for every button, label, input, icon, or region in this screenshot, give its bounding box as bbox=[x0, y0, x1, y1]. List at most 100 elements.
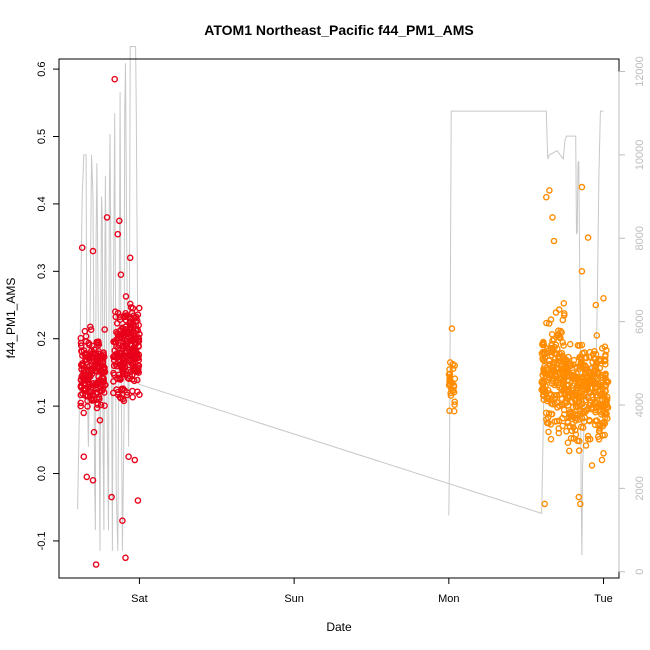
data-point-series-2 bbox=[600, 294, 607, 302]
data-point-series-1 bbox=[123, 391, 131, 399]
data-point-series-1 bbox=[80, 453, 88, 461]
data-point-series-2 bbox=[599, 422, 607, 430]
data-point-series-1 bbox=[124, 374, 131, 382]
data-point-series-1 bbox=[132, 340, 139, 348]
data-point-series-1 bbox=[130, 377, 138, 385]
data-point-series-1 bbox=[122, 293, 130, 300]
data-point-series-2 bbox=[543, 319, 550, 327]
data-point-series-1 bbox=[118, 349, 125, 357]
data-point-series-1 bbox=[122, 554, 129, 562]
x-tick-label: Mon bbox=[438, 593, 459, 605]
data-point-series-2 bbox=[599, 396, 606, 404]
data-point-series-2 bbox=[549, 214, 556, 221]
data-point-series-2 bbox=[564, 439, 572, 447]
data-point-series-2 bbox=[547, 316, 555, 323]
data-point-series-1 bbox=[99, 385, 107, 392]
data-point-series-2 bbox=[584, 432, 592, 440]
data-point-series-2 bbox=[552, 368, 559, 375]
data-point-series-1 bbox=[95, 350, 102, 358]
data-point-series-2 bbox=[604, 404, 612, 411]
data-point-series-2 bbox=[590, 354, 598, 362]
data-point-series-2 bbox=[592, 363, 600, 371]
x-tick-label: Sun bbox=[284, 593, 304, 605]
data-point-series-2 bbox=[596, 386, 603, 394]
x-tick-label: Tue bbox=[594, 593, 613, 605]
data-point-series-1 bbox=[83, 473, 91, 481]
data-point-series-2 bbox=[539, 339, 547, 347]
data-point-series-2 bbox=[601, 357, 608, 365]
data-point-series-1 bbox=[130, 332, 138, 340]
data-point-series-2 bbox=[563, 427, 570, 435]
data-point-series-2 bbox=[566, 360, 574, 367]
data-point-series-1 bbox=[84, 364, 92, 371]
data-point-series-2 bbox=[584, 435, 592, 443]
data-point-series-1 bbox=[133, 376, 141, 384]
data-point-series-2 bbox=[591, 421, 599, 429]
data-point-series-1 bbox=[87, 326, 95, 334]
data-point-series-2 bbox=[549, 361, 557, 368]
data-point-series-2 bbox=[538, 350, 546, 357]
data-point-series-2 bbox=[549, 337, 556, 344]
y-tick-label: -0.1 bbox=[36, 531, 48, 550]
data-point-series-2 bbox=[566, 387, 573, 395]
data-point-series-1 bbox=[135, 304, 143, 312]
chart-title: ATOM1 Northeast_Pacific f44_PM1_AMS bbox=[204, 22, 473, 38]
data-point-series-2 bbox=[602, 381, 609, 389]
data-point-series-2 bbox=[600, 449, 607, 457]
data-point-series-1 bbox=[108, 493, 115, 501]
data-point-series-1 bbox=[99, 358, 107, 365]
altitude-line-transit bbox=[138, 342, 546, 515]
data-point-series-2 bbox=[592, 379, 600, 386]
data-point-series-2 bbox=[592, 417, 599, 425]
data-point-series-1 bbox=[96, 416, 104, 424]
data-point-series-1 bbox=[77, 399, 84, 407]
data-point-series-1 bbox=[95, 341, 103, 349]
x-tick-label: Sat bbox=[131, 593, 148, 605]
data-point-series-2 bbox=[595, 421, 602, 429]
data-point-series-1 bbox=[119, 342, 127, 349]
data-point-series-1 bbox=[90, 396, 98, 404]
data-point-series-2 bbox=[555, 306, 563, 313]
data-point-series-1 bbox=[80, 347, 88, 354]
data-point-series-1 bbox=[127, 328, 135, 336]
data-point-series-1 bbox=[135, 321, 142, 329]
y-tick-label: 0.4 bbox=[36, 196, 48, 211]
data-point-series-2 bbox=[600, 419, 607, 426]
y2-tick-label: 12000 bbox=[634, 56, 646, 87]
y-tick-label: 0.3 bbox=[36, 264, 48, 279]
data-point-series-2 bbox=[572, 414, 579, 422]
data-point-series-2 bbox=[582, 442, 590, 449]
y2-tick-label: 2000 bbox=[634, 476, 646, 500]
data-point-series-2 bbox=[564, 394, 572, 402]
data-point-series-2 bbox=[572, 389, 580, 397]
points-layer bbox=[77, 75, 612, 568]
data-point-series-2 bbox=[575, 379, 582, 387]
data-point-series-1 bbox=[122, 341, 130, 349]
data-point-series-2 bbox=[574, 342, 582, 349]
data-point-series-2 bbox=[580, 349, 588, 356]
data-point-series-2 bbox=[595, 428, 603, 435]
data-point-series-2 bbox=[561, 310, 568, 317]
data-point-series-2 bbox=[553, 417, 561, 425]
y-tick-label: 0.1 bbox=[36, 398, 48, 413]
data-point-series-1 bbox=[118, 364, 126, 371]
data-point-series-2 bbox=[546, 360, 554, 368]
data-point-series-2 bbox=[545, 357, 553, 365]
data-point-series-2 bbox=[579, 375, 586, 383]
data-point-series-1 bbox=[90, 428, 98, 436]
data-point-series-1 bbox=[135, 335, 143, 343]
data-point-series-1 bbox=[127, 321, 135, 328]
data-point-series-2 bbox=[545, 428, 552, 436]
y-axis: -0.1 0.0 0.1 0.2 0.3 0.4 0.5 0.6 bbox=[36, 61, 59, 550]
x-axis-label: Date bbox=[326, 620, 352, 634]
data-point-series-2 bbox=[448, 325, 456, 332]
data-point-series-2 bbox=[548, 371, 555, 379]
data-point-series-2 bbox=[540, 380, 547, 388]
data-point-series-1 bbox=[112, 308, 119, 316]
data-point-series-2 bbox=[570, 369, 577, 376]
data-point-series-2 bbox=[554, 360, 561, 368]
y-axis-label: f44_PM1_AMS bbox=[4, 278, 18, 359]
data-point-series-2 bbox=[579, 382, 587, 390]
data-point-series-2 bbox=[580, 418, 588, 426]
